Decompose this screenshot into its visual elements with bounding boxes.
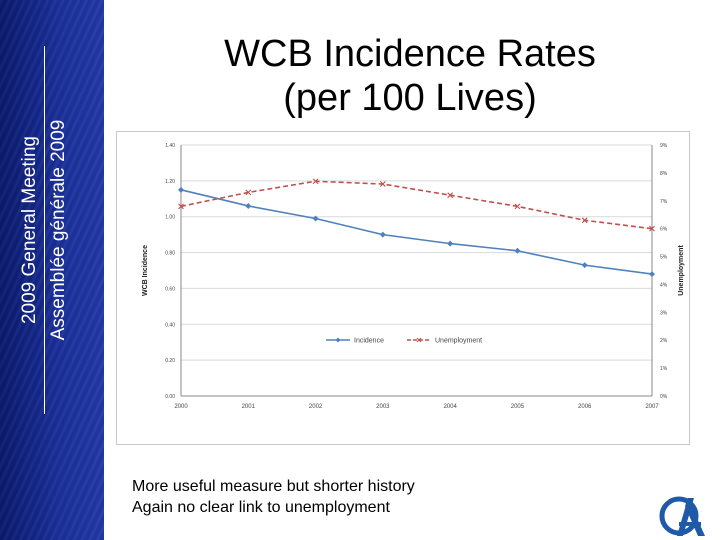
note-line-1: More useful measure but shorter history — [132, 478, 415, 495]
data-point — [514, 247, 521, 254]
y2-tick-label: 4% — [660, 282, 668, 288]
y2-tick-label: 8% — [660, 171, 668, 177]
series-line — [180, 180, 653, 230]
y2-tick-label: 6% — [660, 227, 668, 233]
y2-tick-label: 0% — [660, 394, 668, 400]
x-tick-label: 2001 — [242, 404, 256, 410]
note-line-2: Again no clear link to unemployment — [132, 499, 390, 516]
data-point — [178, 203, 184, 210]
title-line-1: WCB Incidence Rates — [224, 33, 596, 75]
data-point — [649, 225, 655, 232]
data-point — [245, 202, 252, 209]
data-point — [245, 189, 252, 196]
y-axis-title: WCB Incidence — [142, 245, 149, 296]
y-tick-label: 0.00 — [165, 394, 175, 400]
title-line-2: (per 100 Lives) — [283, 77, 537, 119]
y2-tick-label: 1% — [660, 366, 668, 372]
data-point — [514, 203, 521, 210]
y2-tick-label: 7% — [660, 199, 668, 205]
y-tick-label: 1.20 — [165, 179, 175, 185]
y-tick-label: 1.00 — [165, 215, 175, 221]
data-point — [312, 178, 319, 185]
x-tick-label: 2005 — [511, 404, 525, 410]
sidebar-band: 2009 General Meeting Assemblée générale … — [0, 0, 104, 540]
chart-frame: 0.00 0.20 0.40 0.60 0.80 1.00 1.20 1.40 0% 1% 2% 3%… — [116, 131, 690, 445]
y2-tick-label: 2% — [660, 338, 668, 344]
data-point — [379, 231, 386, 238]
slide-title: WCB Incidence Rates (per 100 Lives) — [130, 32, 690, 120]
slide-notes: More useful measure but shorter history … — [132, 476, 415, 518]
sidebar-caption: 2009 General Meeting Assemblée générale … — [18, 40, 80, 420]
y-tick-label: 0.40 — [165, 322, 175, 328]
x-tick-label: 2006 — [578, 404, 592, 410]
sidebar-divider — [44, 46, 45, 414]
x-tick-label: 2004 — [443, 404, 457, 410]
y-tick-label: 0.80 — [165, 251, 175, 257]
y2-axis-title: Unemployment — [678, 245, 685, 296]
data-point — [312, 215, 319, 222]
line-chart: 0.00 0.20 0.40 0.60 0.80 1.00 1.20 1.40 0% 1% 2% 3%… — [142, 143, 685, 410]
data-point — [178, 186, 184, 193]
y2-tick-label: 3% — [660, 310, 668, 316]
x-tick-label: 2003 — [376, 404, 390, 410]
legend-label: Incidence — [354, 338, 384, 345]
data-point — [649, 271, 655, 278]
data-point — [581, 217, 588, 224]
logo-icon — [659, 496, 705, 536]
legend-marker — [335, 337, 341, 343]
y-tick-label: 1.40 — [165, 143, 175, 149]
data-point — [581, 262, 588, 269]
y-tick-label: 0.60 — [165, 286, 175, 292]
x-tick-label: 2000 — [174, 404, 188, 410]
legend-marker — [416, 337, 422, 343]
y2-tick-label: 5% — [660, 255, 668, 261]
data-point — [447, 192, 454, 199]
legend-label: Unemployment — [435, 338, 482, 345]
data-point — [447, 240, 454, 247]
sidebar-line-1: 2009 General Meeting — [19, 136, 40, 325]
x-tick-label: 2002 — [309, 404, 323, 410]
data-point — [379, 181, 386, 187]
series-line — [180, 189, 653, 275]
sidebar-line-2: Assemblée générale 2009 — [48, 119, 69, 341]
y-tick-label: 0.20 — [165, 358, 175, 364]
x-tick-label: 2007 — [645, 404, 659, 410]
y2-tick-label: 9% — [660, 143, 668, 149]
